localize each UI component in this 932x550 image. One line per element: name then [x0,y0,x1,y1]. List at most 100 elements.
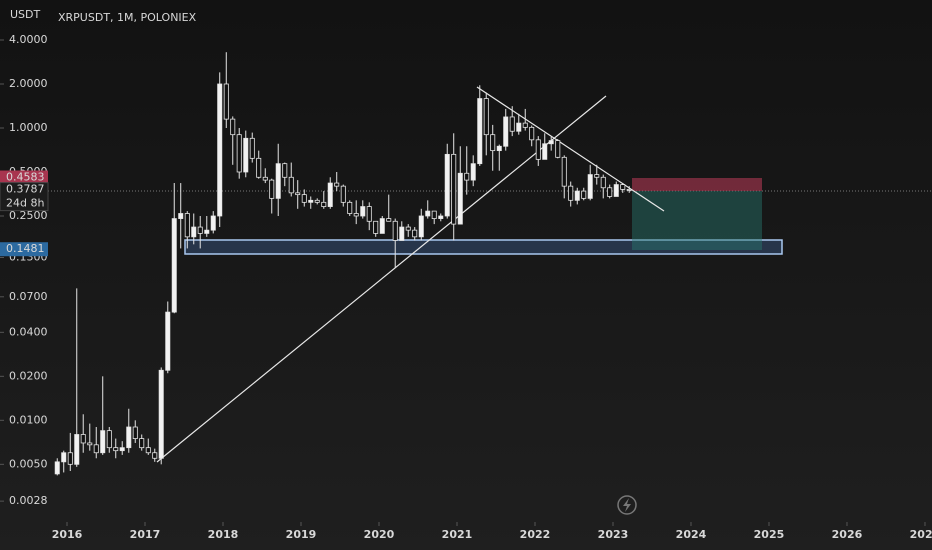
candle-body [483,98,489,136]
candle-body [568,185,574,201]
price-label-box [0,170,48,185]
target-zone [632,191,762,250]
x-tick-label: 2019 [286,528,317,541]
candle-body [217,83,223,217]
candle-body [386,218,392,222]
candle-body [477,98,483,165]
candle-body [581,190,587,199]
candle-body [210,215,216,231]
candle-body [613,184,619,197]
chart-title: XRPUSDT, 1M, POLONIEX [58,11,197,24]
price-label: 0.3787 [6,183,45,196]
y-tick-label: 0.0700 [9,290,48,303]
price-label-box [0,242,48,257]
candle-body [54,461,60,475]
candle-body [178,213,184,219]
candle-body [119,447,125,452]
candle-body [451,153,457,225]
candle-body [574,190,580,201]
candle-body [80,434,86,444]
candle-body [269,179,275,199]
candle-body [373,220,379,234]
x-tick-label: 2023 [598,528,629,541]
y-tick-label: 4.0000 [9,33,48,46]
y-tick-label: 0.0028 [9,494,48,507]
price-label-box [0,182,49,212]
candle-body [548,140,554,145]
unit-label: USDT [10,8,41,21]
y-tick-label: 0.0200 [9,369,48,382]
x-tick-label: 2021 [442,528,473,541]
candle-body [334,182,340,187]
x-tick-label: 2016 [52,528,83,541]
y-tick-label: 0.0050 [9,457,48,470]
candle-body [87,442,93,446]
candle-body [503,116,509,147]
candle-body [587,174,593,199]
y-tick-label: 0.0100 [9,413,48,426]
candle-body [158,369,164,459]
candle-body [165,311,171,371]
y-tick-label: 0.0400 [9,325,48,338]
candle-body [509,116,515,132]
candle-body [314,199,320,203]
candle-body [139,438,145,449]
candle-body [204,229,210,234]
price-label: 0.4583 [6,171,45,184]
candle-body [496,145,502,152]
candle-body [67,452,73,465]
y-tick-label: 1.0000 [9,121,48,134]
countdown-label: 24d 8h [6,197,44,210]
candle-body [464,172,470,181]
candle-body [438,215,444,219]
candle-body [295,192,301,196]
candle-body [399,226,405,241]
support-zone [184,239,783,255]
candle-body [243,137,249,173]
candle-body [249,137,255,159]
candle-body [327,182,333,207]
candle-body [275,163,281,199]
candle-body [132,426,138,439]
x-tick-label: 2018 [208,528,239,541]
candle-body [106,430,112,449]
candle-body [529,126,535,141]
candle-body [171,218,177,313]
candle-body [522,122,528,128]
stop-zone [632,178,762,191]
candle-body [197,226,203,234]
candle-body [516,122,522,132]
x-tick-label: 2020 [364,528,395,541]
candle-body [256,157,262,178]
candle-body [607,187,613,197]
x-tick-label: 2022 [520,528,551,541]
candle-body [353,213,359,217]
x-tick-label: 2017 [130,528,161,541]
candle-body [301,194,307,203]
candle-body [600,176,606,189]
x-tick-label: 2025 [754,528,785,541]
candle-body [145,447,151,454]
trend-line [476,86,665,212]
candle-body [184,213,190,238]
y-tick-label: 2.0000 [9,77,48,90]
candle-body [262,176,268,181]
candle-body [100,430,106,454]
candle-body [561,156,567,187]
trend-line [156,95,607,463]
candle-body [347,201,353,214]
candle-body [425,210,431,217]
candle-body [555,140,561,158]
candle-body [620,184,626,190]
candle-body [418,215,424,238]
price-label: 0.1481 [6,242,45,255]
y-tick-label: 0.2500 [9,209,48,222]
candle-body [282,163,288,178]
candle-body [412,229,418,238]
candle-body [594,174,600,178]
x-tick-label: 2026 [832,528,863,541]
candle-body [74,434,80,465]
candle-body [431,210,437,219]
candle-body [535,139,541,160]
